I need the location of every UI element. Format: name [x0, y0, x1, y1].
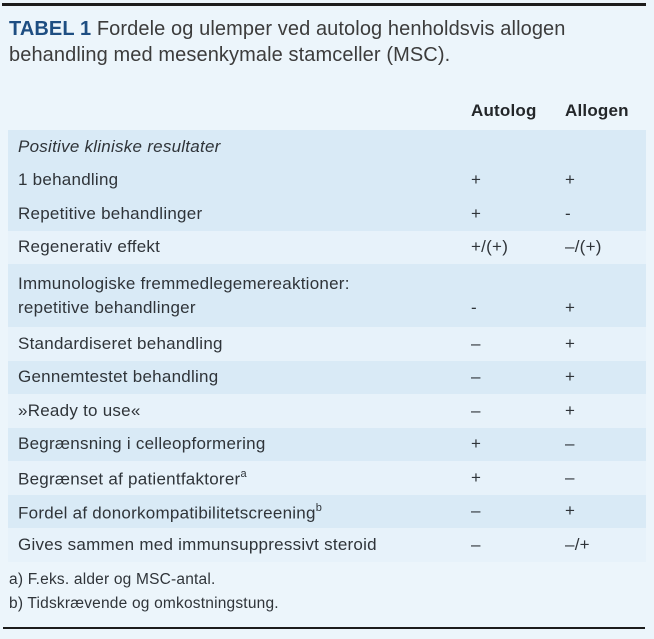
- row-label: Immunologiske fremmedlegemereaktioner: re…: [18, 273, 350, 317]
- autolog-value: +: [471, 434, 482, 454]
- allogen-value: –: [565, 434, 575, 454]
- allogen-value: +: [565, 400, 576, 420]
- column-header-autolog: Autolog: [471, 101, 537, 120]
- footnote-marker: b: [315, 501, 323, 514]
- table-row: 1 behandling + +: [8, 163, 646, 197]
- table-row: »Ready to use« – +: [8, 394, 646, 428]
- table-row: Standardiseret behandling – +: [8, 327, 646, 361]
- allogen-value: +: [565, 501, 576, 521]
- allogen-value: -: [565, 203, 571, 223]
- autolog-value: -: [471, 298, 477, 317]
- table-title-text: Fordele og ulemper ved autolog henholdsv…: [9, 18, 566, 66]
- table-row: Fordel af donorkompatibilitetscreeningb –…: [8, 494, 646, 528]
- allogen-value: +: [565, 333, 576, 353]
- row-label: Regenerativ effekt: [18, 237, 161, 257]
- column-header-allogen: Allogen: [565, 101, 629, 120]
- footnotes: a) F.eks. alder og MSC-antal. b) Tidskræ…: [9, 568, 646, 615]
- table-number-label: TABEL 1: [9, 18, 92, 40]
- allogen-value: –/+: [565, 534, 590, 554]
- row-label: Gennemtestet behandling: [18, 367, 219, 387]
- row-label: Begrænsning i celleopformering: [18, 434, 266, 454]
- autolog-value: –: [471, 367, 481, 387]
- allogen-value: +: [565, 170, 576, 190]
- autolog-value: –: [471, 400, 481, 420]
- table-row: Begrænset af patientfaktorera + –: [8, 461, 646, 495]
- allogen-value: –: [565, 467, 575, 487]
- table-row: Regenerativ effekt +/(+) –/(+): [8, 230, 646, 264]
- table-section-row: Positive kliniske resultater: [8, 130, 646, 164]
- footnote-b: b) Tidskrævende og omkostningstung.: [9, 594, 279, 612]
- autolog-value: +: [471, 467, 482, 487]
- table-row: Begrænsning i celleopformering + –: [8, 427, 646, 461]
- row-label: Fordel af donorkompatibilitetscreeningb: [18, 501, 323, 523]
- allogen-value: +: [565, 367, 576, 387]
- row-label: Positive kliniske resultater: [18, 136, 221, 156]
- footnote-a: a) F.eks. alder og MSC-antal.: [9, 571, 216, 588]
- autolog-value: +/(+): [471, 237, 509, 257]
- footnote-marker: a: [240, 468, 247, 481]
- row-label: 1 behandling: [18, 170, 119, 190]
- table-row: Immunologiske fremmedlegemereaktioner: re…: [8, 264, 646, 327]
- row-label: Gives sammen med immunsuppressivt steroi…: [18, 534, 377, 554]
- column-header-row: Autolog Allogen: [8, 98, 646, 124]
- autolog-value: –: [471, 534, 481, 554]
- autolog-value: +: [471, 170, 482, 190]
- table-row: Repetitive behandlinger + -: [8, 197, 646, 231]
- table-row: Gives sammen med immunsuppressivt steroi…: [8, 528, 646, 562]
- allogen-value: +: [565, 298, 576, 317]
- table-row: Gennemtestet behandling – +: [8, 360, 646, 394]
- bottom-rule: [3, 627, 645, 629]
- autolog-value: –: [471, 501, 481, 521]
- row-label: Begrænset af patientfaktorera: [18, 468, 247, 490]
- autolog-value: –: [471, 333, 481, 353]
- top-rule: [2, 3, 646, 6]
- row-label: Repetitive behandlinger: [18, 203, 203, 223]
- row-label: »Ready to use«: [18, 400, 141, 420]
- allogen-value: –/(+): [565, 237, 602, 257]
- table-title: TABEL 1 Fordele og ulemper ved autolog h…: [9, 16, 641, 68]
- row-label: Standardiseret behandling: [18, 333, 223, 353]
- table-body: Positive kliniske resultater 1 behandling…: [8, 130, 646, 562]
- autolog-value: +: [471, 203, 482, 223]
